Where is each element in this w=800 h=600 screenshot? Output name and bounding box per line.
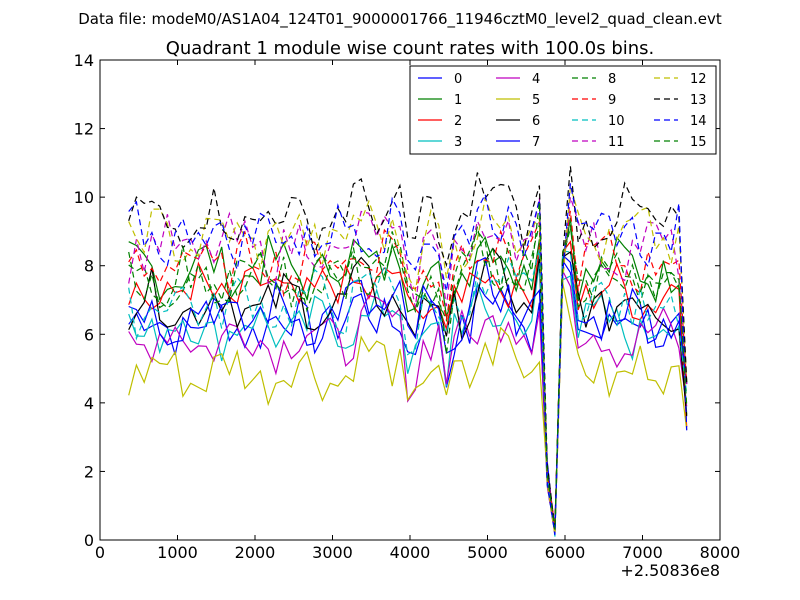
series-line-11 [128,196,688,535]
legend-label-9: 9 [608,93,616,108]
legend-label-2: 2 [454,114,462,129]
legend-label-13: 13 [690,93,707,108]
series-line-2 [128,240,688,530]
x-tick-label: 5000 [467,543,508,562]
legend-label-1: 1 [454,93,462,108]
y-tick-label: 10 [74,188,94,207]
chart-supertitle: Data file: modeM0/AS1A04_124T01_90000017… [78,10,722,29]
x-tick-label: 0 [95,543,105,562]
legend-label-5: 5 [532,93,540,108]
legend-label-0: 0 [454,72,462,87]
legend-label-8: 8 [608,72,616,87]
y-tick-label: 0 [84,531,94,550]
legend-label-4: 4 [532,72,540,87]
series-line-7 [128,253,688,536]
legend-label-7: 7 [532,135,540,150]
legend-label-15: 15 [690,135,707,150]
x-tick-label: 7000 [622,543,663,562]
series-line-5 [128,282,688,532]
series-layer [128,166,688,537]
legend-box [409,65,717,155]
y-tick-label: 4 [84,394,94,413]
series-line-13 [128,166,688,530]
x-tick-label: 8000 [700,543,741,562]
series-line-15 [128,202,688,530]
legend-label-3: 3 [454,135,462,150]
series-line-10 [128,249,688,537]
x-axis-offset-label: +2.50836e8 [620,561,720,580]
series-line-14 [128,183,688,535]
series-line-4 [128,270,688,528]
x-tick-label: 2000 [235,543,276,562]
series-line-8 [128,224,688,534]
x-tick-label: 1000 [157,543,198,562]
legend-label-14: 14 [690,114,707,129]
legend-label-12: 12 [690,72,707,87]
y-tick-label: 14 [74,51,94,70]
series-line-1 [128,217,688,533]
x-tick-label: 6000 [545,543,586,562]
y-tick-label: 2 [84,462,94,481]
legend-label-10: 10 [608,114,625,129]
x-tick-label: 4000 [390,543,431,562]
x-tick-label: 3000 [312,543,353,562]
series-line-3 [128,262,688,531]
x-axis-ticks: 0 1000 2000 3000 4000 5000 6000 7000 8000 [95,60,740,562]
y-tick-label: 6 [84,325,94,344]
legend-label-11: 11 [608,135,625,150]
chart-title: Quadrant 1 module wise count rates with … [166,38,655,59]
y-tick-label: 8 [84,257,94,276]
legend-label-6: 6 [532,114,540,129]
y-tick-label: 12 [74,120,94,139]
